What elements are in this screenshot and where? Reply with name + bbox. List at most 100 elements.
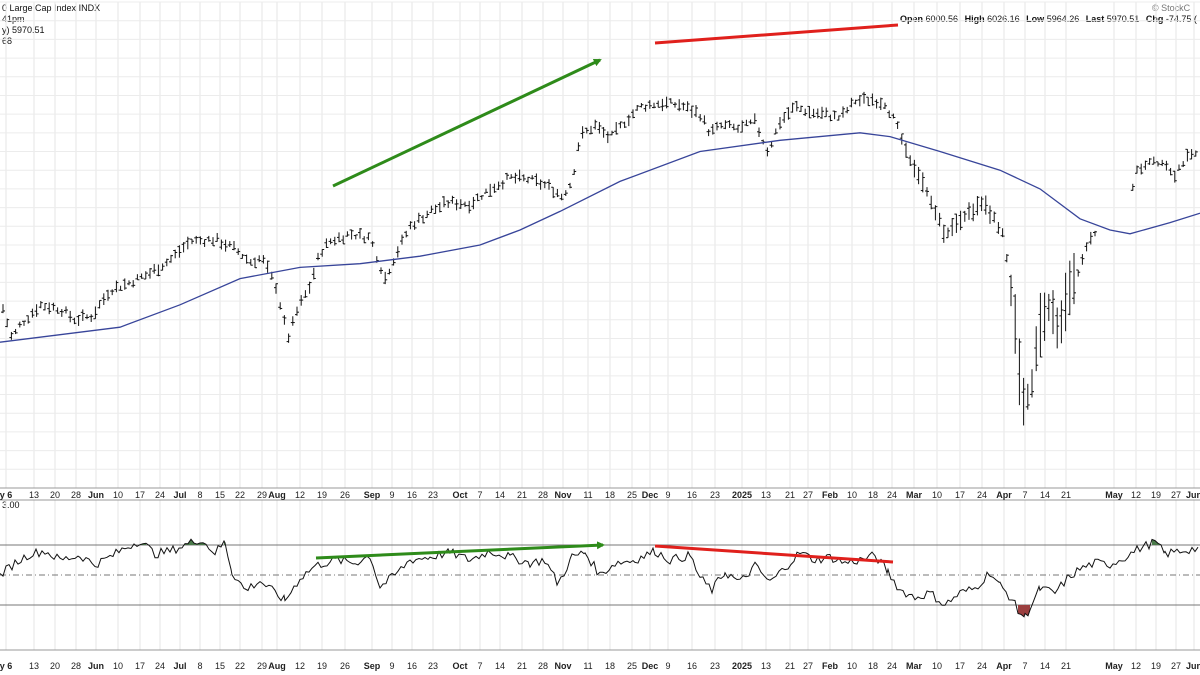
date-tick-label: May [1105, 661, 1123, 671]
date-tick-label: 23 [710, 661, 720, 671]
date-tick-label: 29 [257, 661, 267, 671]
date-tick-label: y 6 [0, 661, 12, 671]
date-tick-label: 19 [317, 661, 327, 671]
date-tick-label: 17 [135, 661, 145, 671]
date-tick-label: Aug [268, 661, 286, 671]
price-bars [1, 91, 1198, 426]
date-tick-label: Mar [906, 490, 923, 500]
moving-average [0, 132, 1200, 343]
date-tick-label: 19 [1151, 490, 1161, 500]
rsi-uptrend-arrow [315, 541, 605, 560]
date-tick-label: 25 [627, 661, 637, 671]
close-label: y) 5970.51 [2, 25, 45, 35]
date-tick-label: Nov [554, 661, 571, 671]
date-tick-label: 10 [113, 661, 123, 671]
trendlines [315, 23, 899, 564]
date-tick-label: Jul [173, 490, 186, 500]
date-tick-label: y 6 [0, 490, 12, 500]
date-tick-label: Oct [452, 661, 467, 671]
date-tick-label: 19 [317, 490, 327, 500]
date-tick-label: 13 [29, 490, 39, 500]
date-tick-label: 14 [495, 490, 505, 500]
date-tick-label: 26 [340, 490, 350, 500]
date-tick-label: 18 [605, 661, 615, 671]
date-tick-label: 7 [1022, 490, 1027, 500]
date-tick-label: 9 [665, 661, 670, 671]
date-tick-label: 24 [155, 490, 165, 500]
date-tick-label: 7 [477, 490, 482, 500]
date-tick-label: 13 [29, 661, 39, 671]
date-tick-label: 23 [428, 490, 438, 500]
date-tick-label: 10 [932, 490, 942, 500]
watermark: © StockC [1152, 3, 1191, 13]
ohlc-readout: Open 6000.56 High 6026.16 Low 5964.26 La… [900, 14, 1197, 24]
date-tick-label: 18 [605, 490, 615, 500]
rsi-oversold-fill [1018, 605, 1030, 617]
date-tick-label: Jun [1186, 490, 1200, 500]
date-tick-label: 16 [407, 661, 417, 671]
rsi-divergence-line [654, 544, 894, 564]
grid [0, 1, 1200, 651]
date-tick-label: 13 [761, 661, 771, 671]
date-tick-label: 20 [50, 490, 60, 500]
date-tick-label: 28 [538, 490, 548, 500]
rsi-line [0, 538, 1199, 618]
date-tick-label: 21 [1061, 661, 1071, 671]
date-tick-label: 14 [495, 661, 505, 671]
date-tick-label: 2025 [732, 490, 752, 500]
date-tick-label: 21 [517, 661, 527, 671]
date-tick-label: 8 [197, 661, 202, 671]
date-tick-label: 9 [389, 490, 394, 500]
date-tick-label: 28 [71, 490, 81, 500]
date-tick-label: Feb [822, 661, 839, 671]
date-tick-label: 2025 [732, 661, 752, 671]
date-tick-label: 11 [583, 490, 592, 500]
date-tick-label: 8 [197, 490, 202, 500]
date-tick-label: Jun [88, 490, 104, 500]
date-tick-label: Aug [268, 490, 286, 500]
date-tick-label: 16 [687, 661, 697, 671]
time-label: 41pm [2, 14, 25, 24]
date-tick-label: 7 [1022, 661, 1027, 671]
date-tick-label: 24 [977, 490, 987, 500]
date-tick-label: 21 [1061, 490, 1071, 500]
date-tick-label: Sep [364, 490, 381, 500]
date-tick-label: 7 [477, 661, 482, 671]
date-tick-label: 27 [1171, 490, 1181, 500]
date-tick-label: 27 [803, 661, 813, 671]
date-tick-label: 21 [517, 490, 527, 500]
date-tick-label: 18 [868, 661, 878, 671]
date-tick-label: 9 [665, 490, 670, 500]
date-tick-label: 17 [955, 661, 965, 671]
date-tick-label: 17 [955, 490, 965, 500]
date-tick-label: Apr [996, 490, 1012, 500]
date-tick-label: 15 [215, 661, 225, 671]
date-tick-label: 10 [847, 661, 857, 671]
date-tick-label: 10 [847, 490, 857, 500]
chart-title: 0 Large Cap Index INDX [2, 3, 100, 13]
date-tick-label: Sep [364, 661, 381, 671]
price-uptrend-arrow [332, 58, 602, 188]
date-tick-label: 24 [977, 661, 987, 671]
date-tick-label: 10 [113, 490, 123, 500]
date-tick-label: 24 [155, 661, 165, 671]
date-tick-label: Dec [642, 661, 659, 671]
date-tick-label: 10 [932, 661, 942, 671]
date-tick-label: 23 [428, 661, 438, 671]
date-tick-label: Dec [642, 490, 659, 500]
date-tick-label: 23 [710, 490, 720, 500]
date-tick-label: 16 [687, 490, 697, 500]
date-tick-label: 22 [235, 490, 245, 500]
date-tick-label: 21 [785, 490, 795, 500]
date-tick-label: Feb [822, 490, 839, 500]
date-tick-label: 14 [1040, 490, 1050, 500]
date-tick-label: Jul [173, 661, 186, 671]
date-tick-label: 18 [868, 490, 878, 500]
date-tick-label: 14 [1040, 661, 1050, 671]
date-tick-label: May [1105, 490, 1123, 500]
ma-line [0, 132, 1200, 343]
date-tick-label: 25 [627, 490, 637, 500]
date-tick-label: 29 [257, 490, 267, 500]
date-tick-label: 19 [1151, 661, 1161, 671]
date-tick-label: 28 [71, 661, 81, 671]
